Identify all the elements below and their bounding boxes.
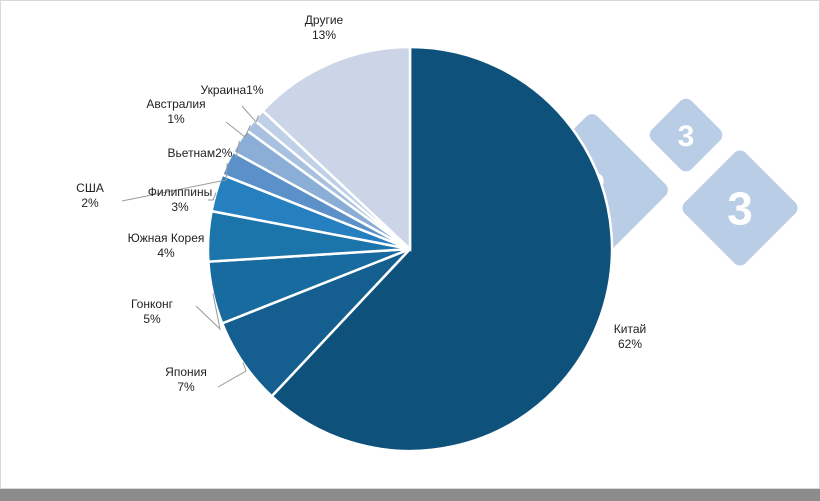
pie-slice-1	[269, 45, 614, 453]
leader-line	[121, 162, 228, 202]
leader-line	[235, 140, 240, 159]
slice-label-value: 13%	[312, 28, 336, 42]
slice-label-name: Филиппины	[148, 185, 212, 199]
leader-line	[195, 293, 221, 331]
slice-label-value: 5%	[143, 312, 161, 326]
slice-label-value: 62%	[618, 337, 642, 351]
slice-label-name: Другие	[305, 13, 344, 27]
slice-label: Вьетнам2%	[168, 146, 233, 160]
leader-line	[225, 121, 251, 138]
bottom-bar	[0, 489, 820, 501]
slice-label-value: 4%	[157, 246, 175, 260]
slice-label-name: Южная Корея	[128, 231, 205, 245]
slice-label-name: Австралия	[146, 97, 205, 111]
slice-label-name: Гонконг	[131, 297, 174, 311]
watermark-glyph: 3	[678, 120, 695, 153]
slice-label-value: 3%	[171, 200, 189, 214]
slice-label: Украина1%	[200, 83, 263, 97]
pie-slice-10	[260, 45, 412, 252]
slice-label-name: Китай	[614, 322, 646, 336]
leader-lines	[121, 105, 259, 388]
slice-label-value: 1%	[167, 112, 185, 126]
watermark-diamond: 3	[682, 150, 798, 266]
watermark-glyph: 3	[727, 183, 753, 235]
pie-slices	[206, 45, 614, 453]
slice-label-name: США	[76, 181, 104, 195]
leader-line	[241, 105, 259, 123]
slice-label-value: 7%	[177, 380, 195, 394]
watermark-diamond: 3	[649, 98, 723, 172]
leader-line	[217, 362, 247, 388]
slice-label-name: Япония	[165, 365, 207, 379]
slice-label-value: 2%	[81, 196, 99, 210]
leader-line	[208, 192, 217, 201]
